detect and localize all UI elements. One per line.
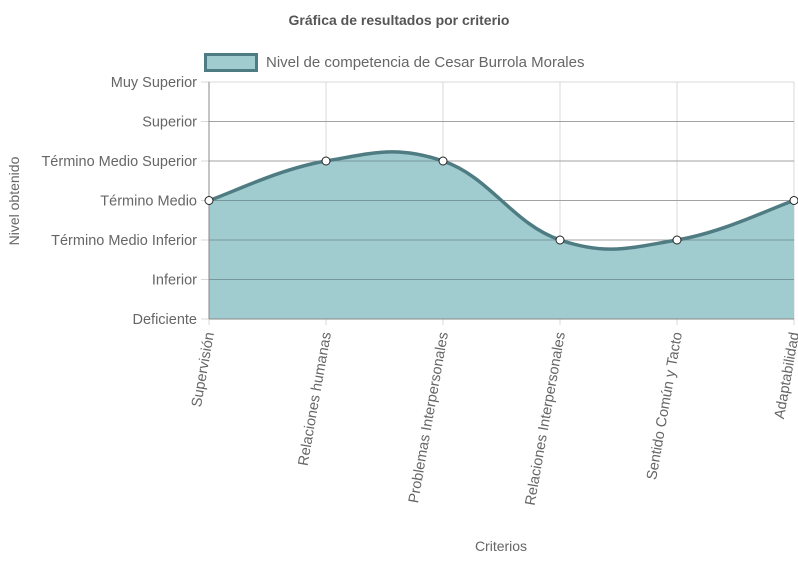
data-point [204,196,214,205]
x-tick-label: Problemas Interpersonales [406,331,452,504]
y-tick-label: Deficiente [133,312,197,328]
x-tick-label: Supervisión [189,331,218,408]
x-tick-label: Sentido Común y Tacto [644,331,686,481]
y-tick-label: Término Medio Inferior [51,233,197,249]
y-tick-label: Superior [142,115,197,131]
chart-title: Gráfica de resultados por criterio [288,12,510,28]
y-tick-label: Inferior [152,273,197,289]
y-tick-label: Término Medio Superior [41,154,197,170]
legend-swatch [204,52,258,72]
x-tick-label: Adaptabilidad [772,331,798,420]
data-point [321,156,331,166]
x-axis-title: Criterios [474,538,528,554]
data-point [789,196,798,205]
legend[interactable]: Nivel de competencia de Cesar Burrola Mo… [204,52,584,72]
data-point [438,156,448,166]
series-area [209,151,794,319]
series-line [208,150,795,251]
data-point [555,235,565,245]
y-tick-label: Término Medio [100,194,197,210]
x-tick-label: Relaciones humanas [296,331,335,467]
legend-label: Nivel de competencia de Cesar Burrola Mo… [266,53,585,71]
y-tick-label: Muy Superior [111,75,197,91]
data-point [672,235,682,245]
x-tick-label: Relaciones Interpersonales [523,331,569,507]
